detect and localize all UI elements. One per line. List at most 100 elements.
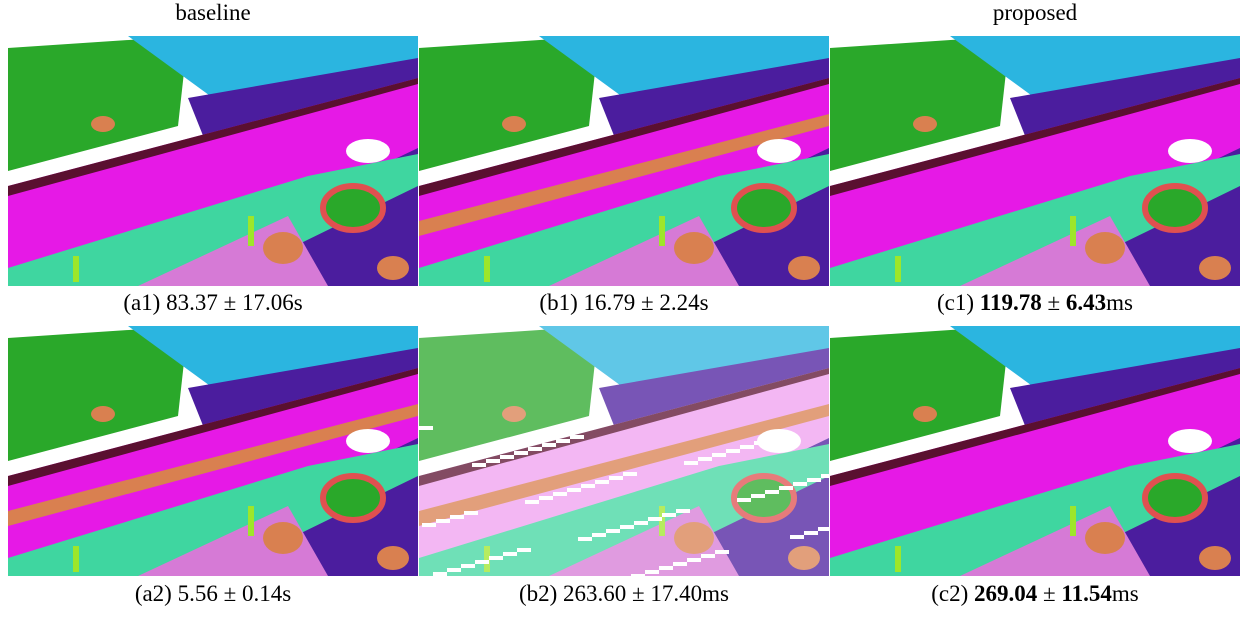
caption-std: 17.40: [650, 581, 703, 606]
image-panel: [830, 36, 1240, 286]
vegetation: [419, 326, 599, 461]
sidewalk: [8, 154, 418, 286]
parked-cars: [8, 404, 418, 526]
object: [913, 406, 937, 422]
sparse-gap: [793, 482, 807, 486]
caption-pm: ±: [223, 581, 237, 606]
sparse-gap: [436, 519, 450, 523]
white-gap: [757, 139, 801, 163]
sparse-gap: [517, 548, 531, 552]
sparse-gap: [684, 461, 698, 465]
caption-std: 6.43: [1065, 290, 1107, 315]
object: [1199, 256, 1231, 280]
sparse-gap: [765, 490, 779, 494]
sparse-gap: [821, 474, 835, 478]
bush: [731, 183, 797, 233]
curb: [830, 78, 1240, 196]
vegetation: [830, 36, 1010, 171]
vegetation: [419, 36, 599, 171]
sparse-gap: [645, 570, 659, 574]
caption: (b1) 16.79 ± 2.24s: [419, 290, 829, 316]
pole: [248, 216, 254, 246]
sparse-gap: [790, 535, 804, 539]
scene: [419, 326, 835, 578]
pole: [659, 216, 665, 246]
sparse-gap: [659, 566, 673, 570]
caption: (c1) 119.78 ± 6.43ms: [830, 290, 1240, 316]
sparse-gap: [631, 574, 645, 578]
caption-mean: 269.04: [974, 581, 1038, 606]
sparse-gap: [567, 488, 581, 492]
sparse-gap: [542, 443, 556, 447]
pole: [248, 506, 254, 536]
caption-label: (c2): [931, 581, 969, 606]
voxel-map: [8, 36, 418, 286]
object: [1085, 232, 1125, 264]
road: [8, 78, 418, 286]
sidewalk: [419, 444, 829, 576]
bush: [320, 183, 386, 233]
voxel-map: [830, 36, 1240, 286]
sparse-gap: [514, 451, 528, 455]
sparse-gap: [503, 552, 517, 556]
bush: [1142, 183, 1208, 233]
sparse-gap: [701, 554, 715, 558]
pole: [484, 546, 490, 572]
caption-label: (c1): [937, 290, 975, 315]
sparse-gap: [464, 511, 478, 515]
sparse-gap: [726, 449, 740, 453]
sparse-gap: [578, 537, 592, 541]
object: [788, 256, 820, 280]
sparse-gap: [687, 558, 701, 562]
sidewalk: [8, 444, 418, 576]
caption-label: (b1): [539, 290, 578, 315]
sparse-gap: [740, 445, 754, 449]
sparse-gap: [768, 437, 782, 441]
sparse-gap: [553, 492, 567, 496]
sparse-gap: [623, 472, 637, 476]
sidewalk: [830, 154, 1240, 286]
road: [830, 78, 1240, 286]
sparse-gap: [676, 509, 690, 513]
sparse-gap: [807, 478, 821, 482]
caption: (a1) 83.37 ± 17.06s: [8, 290, 418, 316]
image-panel: [8, 326, 418, 576]
caption: (b2) 263.60 ± 17.40ms: [419, 581, 829, 607]
object: [91, 406, 115, 422]
sparse-gap: [472, 463, 486, 467]
sparse-gap: [581, 484, 595, 488]
caption-pm: ±: [223, 290, 237, 315]
pole: [73, 256, 79, 282]
sparse-gap: [595, 480, 609, 484]
caption-unit: ms: [1111, 581, 1139, 606]
scene: [830, 326, 1240, 576]
pole: [895, 546, 901, 572]
caption-unit: ms: [1106, 290, 1133, 315]
road: [830, 368, 1240, 576]
scene: [8, 326, 418, 576]
caption-mean: 5.56: [177, 581, 218, 606]
object: [788, 546, 820, 570]
vegetation: [830, 326, 1010, 461]
sparse-gap: [433, 572, 447, 576]
caption-pm: ±: [1043, 581, 1056, 606]
sparse-gap: [609, 476, 623, 480]
sparse-gap: [715, 550, 729, 554]
road: [8, 368, 418, 576]
sparse-gap: [539, 496, 553, 500]
caption-unit: ms: [702, 581, 730, 606]
caption-mean: 16.79: [583, 290, 636, 315]
object: [1085, 522, 1125, 554]
white-gap: [346, 429, 390, 453]
voxel-map: [830, 326, 1240, 576]
sparse-gap: [419, 426, 433, 430]
caption-pm: ±: [641, 290, 654, 315]
voxel-map: [419, 326, 835, 578]
image-panel: [8, 36, 418, 286]
caption-mean: 83.37: [166, 290, 218, 315]
caption-unit: s: [282, 581, 292, 606]
scene: [419, 36, 829, 286]
caption-unit: s: [293, 290, 303, 315]
caption-std: 2.24: [659, 290, 700, 315]
